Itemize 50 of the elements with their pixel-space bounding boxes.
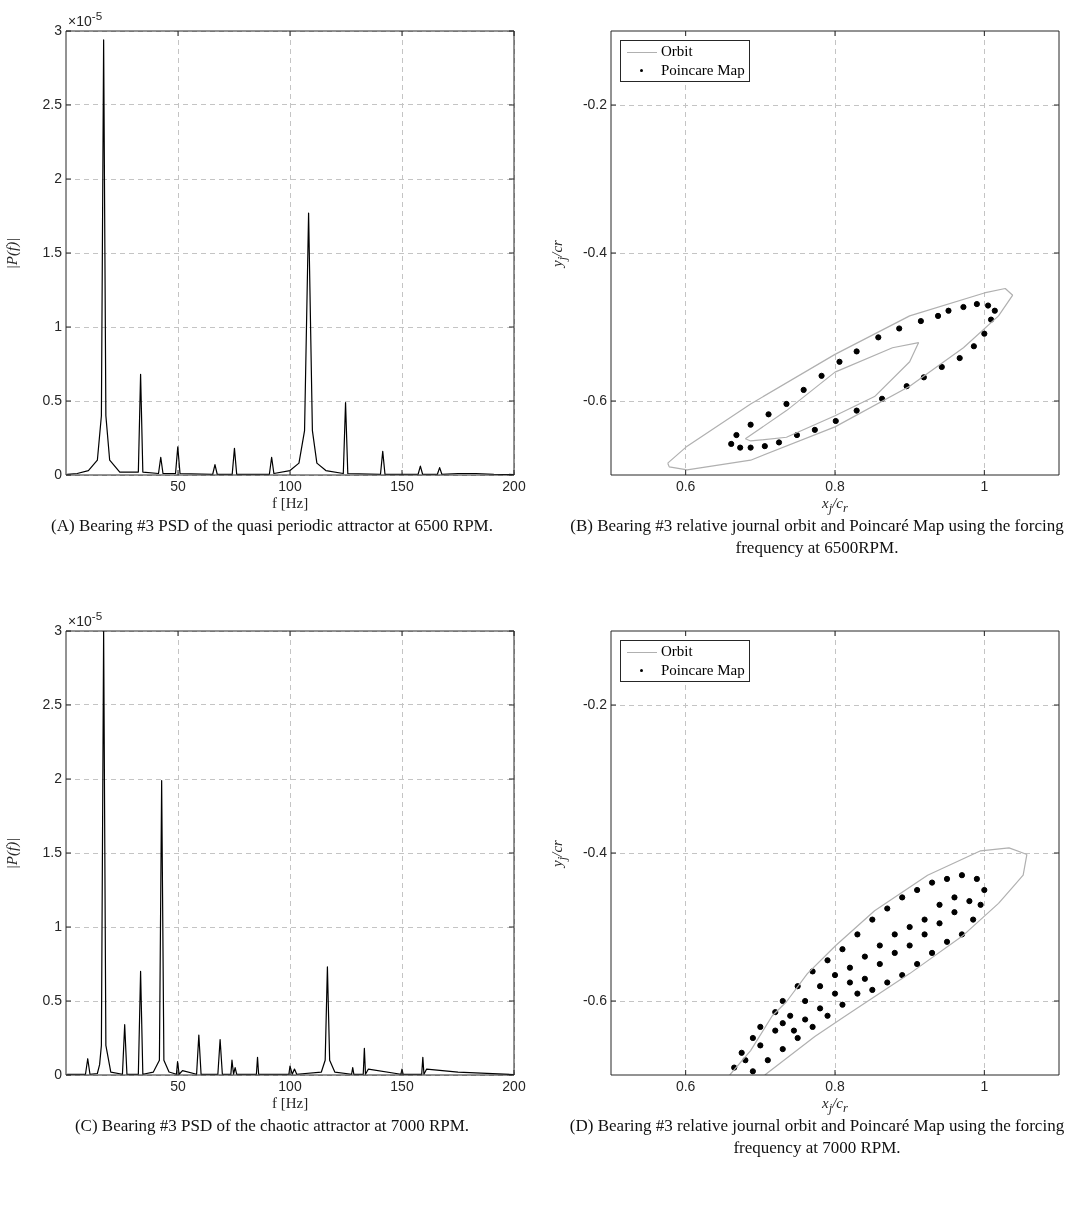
y-tick-label: 1.5 (42, 243, 63, 260)
x-tick-label: 100 (278, 1078, 302, 1095)
y-tick-label: -0.4 (582, 243, 608, 260)
x-tick-label: 0.6 (675, 478, 696, 495)
legend-label: Poincare Map (661, 661, 745, 680)
x-tick-label: 50 (170, 1078, 186, 1095)
legend-label: Orbit (661, 42, 693, 61)
y-tick-label: 2.5 (42, 95, 63, 112)
text: (D) Bearing #3 relative journal orbit and Poincaré Map using the forcing frequency at 7000 RPM. (568, 1115, 1066, 1159)
y-tick-label: -0.6 (582, 991, 608, 1008)
x-tick-label: 200 (502, 1078, 526, 1095)
y-axis-title: |P(f)| (3, 237, 21, 269)
x-tick-label: 0.6 (675, 1078, 696, 1095)
y-tick-label: 2.5 (42, 695, 63, 712)
y-tick-label: -0.2 (582, 95, 608, 112)
y-tick-label: -0.4 (582, 843, 608, 860)
y-tick-label: 3 (54, 21, 63, 38)
y-tick-label: 1.5 (42, 843, 63, 860)
x-tick-label: 150 (390, 1078, 414, 1095)
x-axis-title: f [Hz] (272, 495, 309, 512)
x-axis-title: f [Hz] (272, 1095, 309, 1112)
y-tick-label: 0.5 (42, 391, 63, 408)
x-tick-label: 50 (170, 478, 186, 495)
legend-label: Poincare Map (661, 61, 745, 80)
x-axis-title: x$_{j}$/c$_{r}$ (822, 1095, 848, 1116)
x-tick-label: 150 (390, 478, 414, 495)
text: ×10$^{-5}$ (68, 609, 103, 629)
x-tick-label: 100 (278, 478, 302, 495)
x-tick-label: 0.8 (825, 478, 845, 495)
y-tick-label: 0 (54, 465, 63, 482)
y-tick-label: 0.5 (42, 991, 63, 1008)
y-axis-title: |P(f)| (3, 837, 21, 869)
x-tick-label: 1 (980, 478, 989, 495)
y-tick-label: -0.2 (582, 695, 608, 712)
legend-label: Orbit (661, 642, 693, 661)
text: (A) Bearing #3 PSD of the quasi periodic attractor at 6500 RPM. (50, 515, 494, 537)
y-tick-label: 1 (54, 317, 63, 334)
y-tick-label: 3 (54, 621, 63, 638)
x-axis-title: x$_{j}$/c$_{r}$ (822, 495, 848, 516)
text: (B) Bearing #3 relative journal orbit and Poincaré Map using the forcing frequency at 6500RPM. (569, 515, 1065, 559)
x-tick-label: 1 (980, 1078, 989, 1095)
x-tick-label: 0.8 (825, 1078, 845, 1095)
text: ×10$^{-5}$ (68, 9, 103, 29)
y-tick-label: 2 (54, 169, 63, 186)
y-tick-label: 0 (54, 1065, 63, 1082)
y-tick-label: 1 (54, 917, 63, 934)
y-tick-label: 2 (54, 769, 63, 786)
x-tick-label: 200 (502, 478, 526, 495)
y-tick-label: -0.6 (582, 391, 608, 408)
text: (C) Bearing #3 PSD of the chaotic attractor at 7000 RPM. (73, 1115, 471, 1137)
